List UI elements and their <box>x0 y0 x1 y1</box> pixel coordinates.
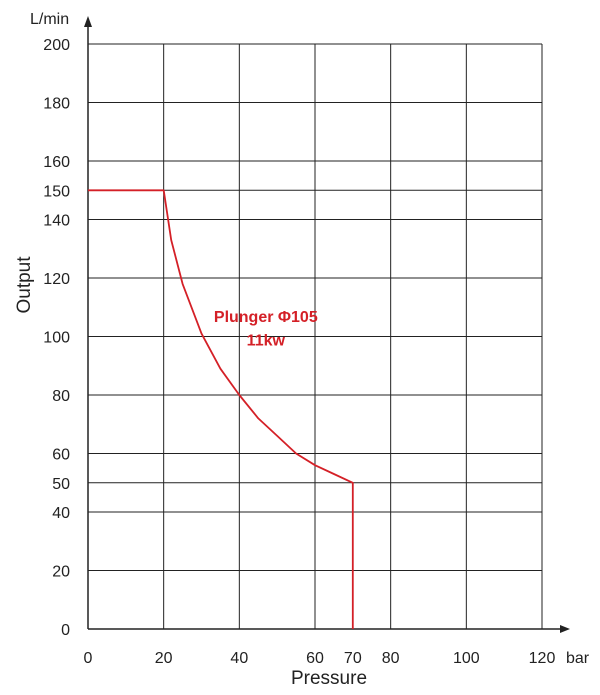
y-tick-0: 0 <box>61 622 70 639</box>
x-tick-40: 40 <box>230 650 248 667</box>
y-axis-arrow <box>84 16 92 27</box>
y-axis-unit: L/min <box>30 11 69 28</box>
x-axis-arrow <box>560 625 570 633</box>
x-tick-labels: 0 20 40 60 70 80 100 120 <box>84 650 556 667</box>
y-tick-labels: 0 20 40 50 60 80 100 120 140 150 160 180 200 <box>43 37 70 639</box>
x-tick-20: 20 <box>155 650 173 667</box>
y-tick-150: 150 <box>43 183 70 200</box>
annotation-0: Plunger Φ105 <box>214 309 318 326</box>
series-line-0 <box>88 189 354 629</box>
x-tick-0: 0 <box>84 650 93 667</box>
y-tick-100: 100 <box>43 330 70 347</box>
x-axis-label: Pressure <box>291 668 367 689</box>
axes <box>84 16 570 633</box>
x-tick-80: 80 <box>382 650 400 667</box>
x-tick-120: 120 <box>529 650 556 667</box>
x-tick-60: 60 <box>306 650 324 667</box>
x-tick-70: 70 <box>344 650 362 667</box>
series-layer <box>88 189 354 629</box>
y-tick-180: 180 <box>43 96 70 113</box>
y-tick-140: 140 <box>43 213 70 230</box>
y-tick-200: 200 <box>43 37 70 54</box>
annotation-1: 11kw <box>247 332 286 349</box>
y-tick-20: 20 <box>52 564 70 581</box>
annotations: Plunger Φ105 11kw <box>214 309 318 349</box>
grid <box>88 43 543 629</box>
y-tick-120: 120 <box>43 271 70 288</box>
y-tick-80: 80 <box>52 388 70 405</box>
y-tick-160: 160 <box>43 154 70 171</box>
y-tick-40: 40 <box>52 505 70 522</box>
x-tick-100: 100 <box>453 650 480 667</box>
y-tick-60: 60 <box>52 447 70 464</box>
y-tick-50: 50 <box>52 476 70 493</box>
y-axis-label: Output <box>14 256 35 314</box>
x-axis-unit: bar <box>566 650 590 667</box>
